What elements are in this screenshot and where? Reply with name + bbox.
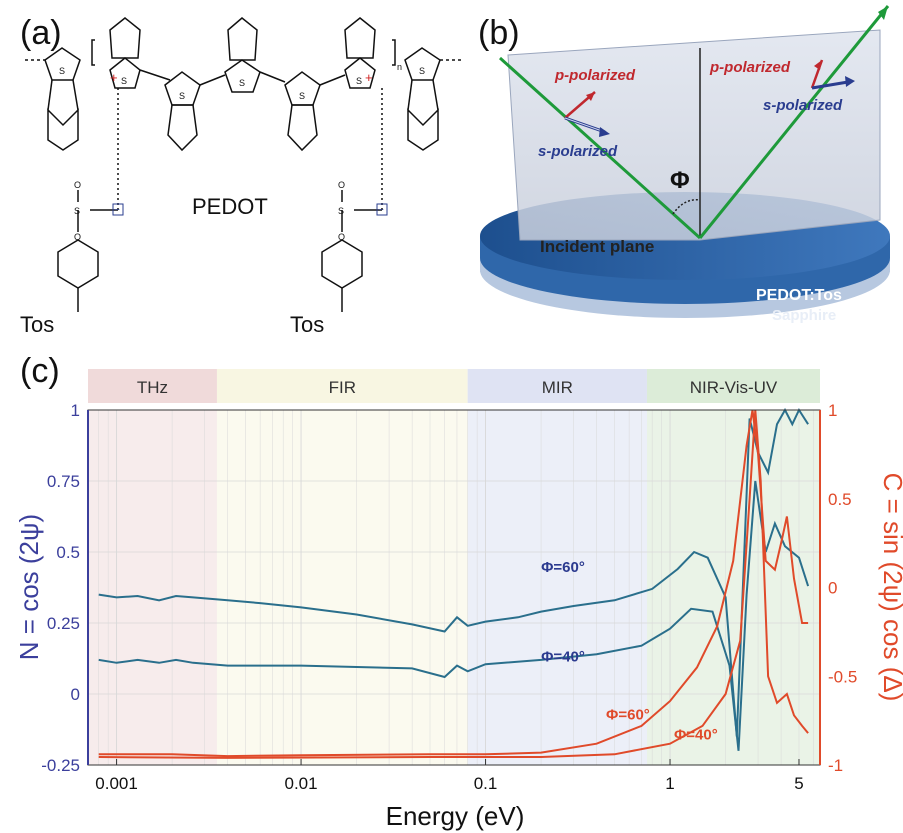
tos-right-label: Tos bbox=[290, 312, 324, 335]
x-tick-label: 0.01 bbox=[285, 774, 318, 793]
reflected-beam bbox=[698, 5, 890, 239]
pedot-structure: S S S S S S S S S O O O O n + + − − PEDO… bbox=[20, 17, 462, 335]
y-right-tick-label: 0 bbox=[828, 579, 837, 598]
p-polarized-label-left: p-polarized bbox=[554, 67, 636, 84]
region-label: MIR bbox=[542, 378, 573, 397]
positive-charge: + bbox=[110, 70, 118, 85]
x-tick-label: 1 bbox=[665, 774, 674, 793]
x-tick-label: 0.1 bbox=[474, 774, 498, 793]
y-left-tick-label: 0.25 bbox=[47, 614, 80, 633]
region-header bbox=[646, 369, 820, 403]
tos-left-label: Tos bbox=[20, 312, 54, 335]
series-annotation: Φ=40° bbox=[674, 726, 718, 743]
angle-phi: Φ bbox=[670, 167, 690, 194]
y-left-tick-label: 0.5 bbox=[56, 543, 80, 562]
y-left-axis-label: N = cos (2ψ) bbox=[14, 514, 44, 660]
panel-b-label: (b) bbox=[478, 14, 520, 52]
region-label: THz bbox=[137, 378, 168, 397]
film-label: PEDOT:Tos bbox=[756, 287, 842, 304]
incident-beam bbox=[498, 56, 702, 240]
series-line-3 bbox=[98, 409, 809, 759]
atom-s: S bbox=[239, 78, 245, 88]
region-header bbox=[88, 369, 217, 403]
panel-a-label: (a) bbox=[20, 14, 62, 52]
s-arrow-right bbox=[811, 80, 849, 90]
y-right-tick-label: -0.5 bbox=[828, 667, 857, 686]
subscript-n: n bbox=[397, 62, 402, 72]
s-polarized-label-left: s-polarized bbox=[538, 143, 618, 160]
y-left-tick-label: 0 bbox=[71, 685, 80, 704]
series-annotation: Φ=40° bbox=[541, 648, 585, 665]
molecule-name: PEDOT bbox=[192, 194, 268, 219]
y-right-tick-label: 1 bbox=[828, 401, 837, 420]
region-header bbox=[467, 369, 647, 403]
y-right-tick-label: -1 bbox=[828, 756, 843, 775]
negative-charge: − bbox=[378, 205, 384, 216]
incident-plane-label: Incident plane bbox=[540, 237, 654, 256]
region-band bbox=[467, 410, 647, 765]
y-left-tick-label: 0.75 bbox=[47, 472, 80, 491]
atom-o: O bbox=[74, 180, 81, 190]
series-annotation: Φ=60° bbox=[541, 559, 585, 576]
region-band bbox=[88, 410, 217, 765]
x-tick-label: 0.001 bbox=[95, 774, 138, 793]
y-left-tick-label: -0.25 bbox=[41, 756, 80, 775]
incident-plane bbox=[507, 29, 881, 241]
series-line-2 bbox=[98, 409, 809, 758]
atom-s: S bbox=[299, 91, 305, 101]
series-annotation: Φ=60° bbox=[606, 707, 650, 724]
y-right-axis-label: C = sin (2ψ) cos (Δ) bbox=[878, 473, 903, 702]
y-left-tick-label: 1 bbox=[71, 401, 80, 420]
atom-o: O bbox=[338, 180, 345, 190]
region-header bbox=[216, 369, 468, 403]
atom-s: S bbox=[74, 206, 80, 216]
atom-o: O bbox=[338, 232, 345, 242]
atom-s: S bbox=[179, 91, 185, 101]
atom-s: S bbox=[356, 76, 362, 86]
atom-s: S bbox=[59, 66, 65, 76]
atom-s: S bbox=[121, 76, 127, 86]
ellipsometry-chart: THz FIR MIR NIR-Vis-UV 0.001 0.01 0.1 1 5 1 0.75… bbox=[14, 369, 903, 831]
negative-charge: − bbox=[114, 205, 120, 216]
x-tick-label: 5 bbox=[794, 774, 803, 793]
x-axis-label: Energy (eV) bbox=[386, 801, 525, 831]
region-label: FIR bbox=[329, 378, 356, 397]
atom-s: S bbox=[419, 66, 425, 76]
atom-o: O bbox=[74, 232, 81, 242]
series-line-1 bbox=[98, 480, 810, 751]
region-label: NIR-Vis-UV bbox=[690, 378, 778, 397]
s-polarized-label-right: s-polarized bbox=[763, 97, 843, 114]
atom-s: S bbox=[338, 206, 344, 216]
region-band bbox=[216, 410, 468, 765]
y-right-tick-label: 0.5 bbox=[828, 490, 852, 509]
series-line-0 bbox=[98, 407, 809, 737]
substrate-label: Sapphire bbox=[772, 307, 836, 324]
ellipsometry-geometry: p-polarized s-polarized p-polarized s-po… bbox=[480, 5, 890, 324]
positive-charge: + bbox=[365, 70, 373, 85]
panel-c-label: (c) bbox=[20, 352, 60, 390]
p-polarized-label-right: p-polarized bbox=[709, 59, 791, 76]
